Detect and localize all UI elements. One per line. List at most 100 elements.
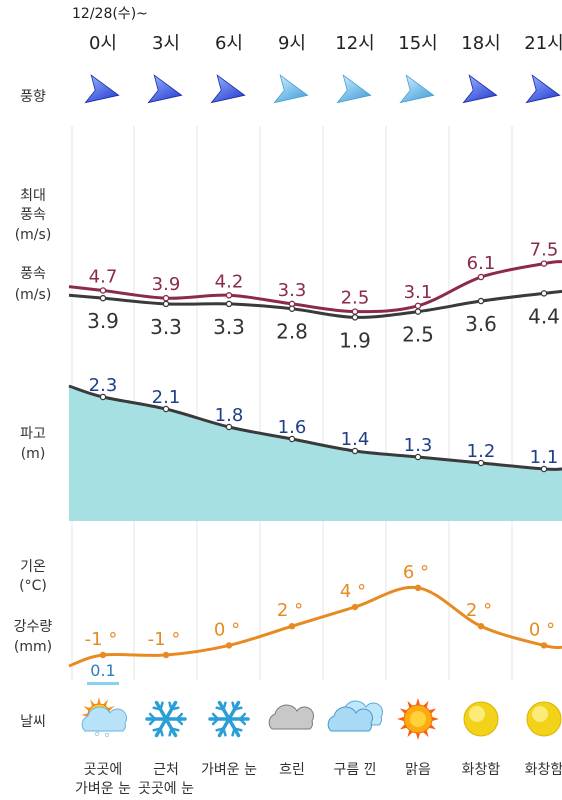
temperature-value-label: -1 ° <box>148 629 181 650</box>
wind-point <box>99 294 107 302</box>
max-wind-value-label: 2.5 <box>341 288 370 309</box>
weather-description: 화창함 <box>525 762 562 778</box>
wind-value-label: 3.6 <box>465 312 497 336</box>
sun-ray <box>103 699 108 707</box>
wind-value-label: 2.8 <box>276 320 308 344</box>
wind-arrow-icon <box>399 74 435 104</box>
wind-value-label: 3.3 <box>150 315 182 339</box>
snowflake-branch <box>231 701 236 711</box>
wind-arrow-icon <box>462 74 498 104</box>
hour-label: 12시 <box>335 33 374 54</box>
snowflake-branch <box>152 706 162 711</box>
row-label-wave: 파고 <box>20 426 46 442</box>
max-wind-point <box>162 294 170 302</box>
wave-point <box>288 435 296 443</box>
wind-point <box>540 290 548 297</box>
weather-description: 가벼운 눈 <box>75 781 131 797</box>
snowflake-branch <box>170 727 180 732</box>
wave-value-label: 1.6 <box>278 417 307 438</box>
wave-line <box>68 384 562 471</box>
wave-value-label: 1.1 <box>530 447 559 468</box>
wind-value-label: 4.4 <box>528 304 560 328</box>
row-label-wind-unit: (m/s) <box>15 287 52 303</box>
wind-point <box>351 314 359 321</box>
sun-highlight <box>532 706 548 722</box>
wind-arrow-icon <box>336 74 372 104</box>
snowflake-branch <box>211 717 220 726</box>
weather-description: 곳곳에 눈 <box>138 781 194 797</box>
max-wind-value-label: 3.9 <box>152 274 181 295</box>
max-wind-value-label: 3.1 <box>404 282 433 303</box>
wind-arrow-shape <box>273 74 309 104</box>
sun-ray <box>90 699 95 707</box>
snowflake-branch <box>233 727 243 732</box>
temperature-value-label: 2 ° <box>277 600 303 621</box>
temperature-point <box>225 642 233 649</box>
snowflake-branch <box>159 727 164 737</box>
wind-value-label: 1.9 <box>339 328 371 352</box>
hour-label: 3시 <box>152 33 180 54</box>
max-wind-point <box>225 292 233 299</box>
weather-description: 근처 <box>153 762 179 778</box>
temperature-point <box>477 623 485 630</box>
precipitation-value-label: 0.1 <box>90 661 115 680</box>
snowflake-branch <box>168 701 173 711</box>
sun-highlight <box>469 706 485 722</box>
max-wind-value-label: 4.2 <box>215 271 244 292</box>
wave-point <box>162 405 170 413</box>
hour-label: 0시 <box>89 33 117 54</box>
temperature-value-label: 6 ° <box>403 562 429 583</box>
wind-value-label: 3.9 <box>87 309 119 333</box>
temperature-point <box>288 623 296 630</box>
snowflake-icon <box>208 700 250 738</box>
wind-arrow-shape <box>147 74 183 104</box>
snowflake-arm <box>217 700 231 721</box>
precipitation-bar <box>87 682 119 685</box>
row-label-temperature-unit: (°C) <box>19 578 47 594</box>
sun-highlight <box>410 711 426 727</box>
wave-value-label: 2.1 <box>152 387 181 408</box>
wind-arrow-icon <box>525 74 561 104</box>
row-label-precipitation: 강수량 <box>14 619 53 635</box>
snowflake-arm <box>164 700 178 721</box>
max-wind-point <box>351 308 359 315</box>
cloud-blue-icon <box>327 700 383 732</box>
snowflake-icon <box>145 700 187 738</box>
max-wind-point <box>540 260 548 267</box>
sun-ray <box>431 716 439 722</box>
wave-value-label: 1.3 <box>404 435 433 456</box>
sun-ray <box>415 698 421 706</box>
temperature-value-label: 4 ° <box>340 581 366 602</box>
hour-label: 9시 <box>278 33 306 54</box>
weather-description: 화창함 <box>462 762 501 778</box>
wind-line <box>68 289 562 319</box>
snowflake-arm <box>217 717 231 738</box>
cloud-shape <box>327 706 373 732</box>
snowflake-branch <box>215 706 225 711</box>
sun-ray <box>83 706 91 711</box>
hour-label: 18시 <box>461 33 500 54</box>
max-wind-point <box>99 287 107 294</box>
wind-arrow-shape <box>399 74 435 104</box>
temperature-point <box>414 584 422 591</box>
wind-arrow-shape <box>525 74 561 104</box>
row-label-wind-direction: 풍향 <box>20 89 46 105</box>
wind-point <box>414 308 422 315</box>
row-label-precipitation-unit: (mm) <box>14 639 52 655</box>
temperature-point <box>351 603 359 611</box>
wind-arrow-icon <box>84 74 120 104</box>
row-label-max-wind-unit: (m/s) <box>15 227 52 243</box>
row-label-wave-unit: (m) <box>21 446 46 462</box>
weather-description: 흐린 <box>279 762 305 778</box>
row-label-max-wind: 최대 <box>20 188 46 204</box>
sun-icon <box>397 698 439 740</box>
wave-value-label: 2.3 <box>89 375 118 396</box>
temperature-point <box>540 642 548 649</box>
wind-point <box>288 305 296 312</box>
weather-description: 맑음 <box>405 762 431 778</box>
temperature-point <box>99 651 107 659</box>
wave-value-label: 1.8 <box>215 405 244 426</box>
temperature-value-label: 2 ° <box>466 600 492 621</box>
wave-point <box>540 465 548 473</box>
row-label-max-wind: 풍속 <box>20 207 46 223</box>
